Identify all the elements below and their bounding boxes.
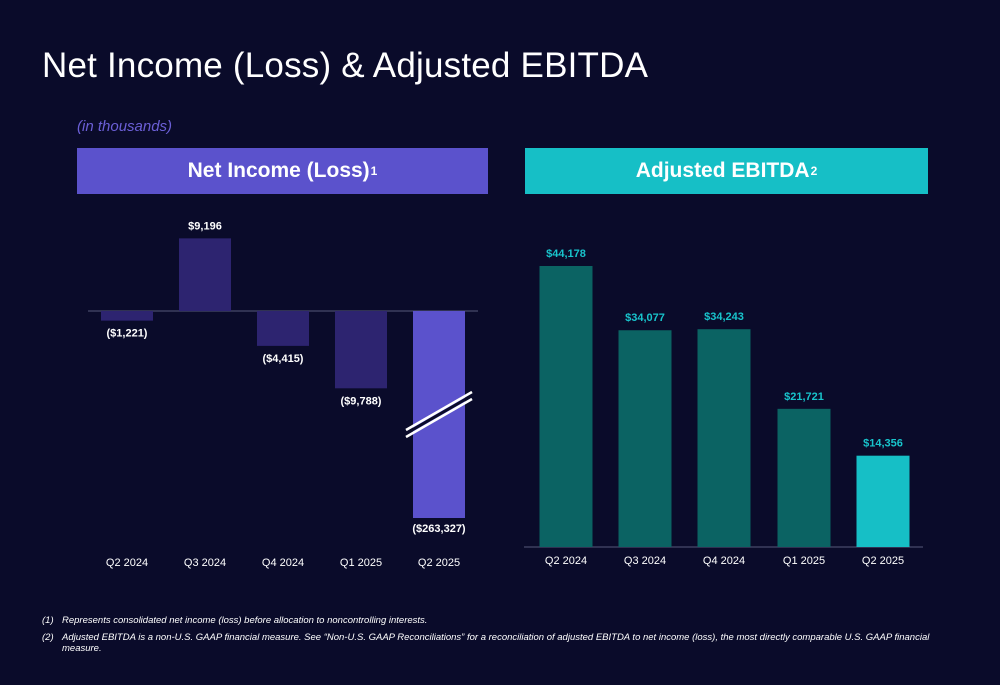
net-income-bar bbox=[101, 311, 153, 321]
net-income-x-tick-label: Q2 2025 bbox=[418, 557, 460, 569]
footnotes: (1) Represents consolidated net income (… bbox=[42, 615, 962, 660]
footnote-ref-1: 1 bbox=[370, 164, 378, 178]
net-income-panel-title: Net Income (Loss) bbox=[187, 159, 370, 182]
net-income-bar bbox=[335, 311, 387, 389]
ebitda-data-label: $14,356 bbox=[863, 438, 903, 450]
ebitda-data-label: $34,243 bbox=[704, 311, 744, 323]
footnote-ref-2: 2 bbox=[810, 164, 818, 178]
ebitda-data-label: $34,077 bbox=[625, 312, 665, 324]
footnote-text: Adjusted EBITDA is a non-U.S. GAAP finan… bbox=[62, 632, 930, 654]
ebitda-x-tick-label: Q2 2025 bbox=[862, 555, 904, 567]
net-income-x-tick-label: Q4 2024 bbox=[262, 557, 304, 569]
net-income-x-tick-label: Q2 2024 bbox=[106, 557, 148, 569]
ebitda-data-label: $21,721 bbox=[784, 391, 824, 403]
ebitda-bar bbox=[777, 408, 831, 547]
footnote-1: (1) Represents consolidated net income (… bbox=[42, 615, 962, 626]
net-income-bar bbox=[257, 311, 309, 346]
net-income-x-tick-label: Q1 2025 bbox=[340, 557, 382, 569]
net-income-bar bbox=[179, 238, 231, 311]
net-income-data-label: $9,196 bbox=[188, 220, 222, 232]
axis-break-gap bbox=[405, 394, 473, 435]
ebitda-x-tick-label: Q3 2024 bbox=[624, 555, 666, 567]
net-income-data-label: ($4,415) bbox=[263, 353, 304, 365]
net-income-data-label: ($263,327) bbox=[412, 523, 466, 535]
footnote-text: Represents consolidated net income (loss… bbox=[62, 615, 428, 626]
ebitda-bar bbox=[856, 455, 910, 547]
ebitda-x-tick-label: Q2 2024 bbox=[545, 555, 587, 567]
ebitda-panel-header: Adjusted EBITDA 2 bbox=[525, 148, 928, 194]
ebitda-bar bbox=[539, 266, 593, 547]
units-note: (in thousands) bbox=[77, 118, 173, 135]
net-income-data-label: ($9,788) bbox=[341, 395, 382, 407]
footnote-mark: (1) bbox=[42, 615, 54, 626]
ebitda-data-label: $44,178 bbox=[546, 248, 586, 260]
page-title: Net Income (Loss) & Adjusted EBITDA bbox=[42, 46, 649, 85]
net-income-panel-header: Net Income (Loss) 1 bbox=[77, 148, 488, 194]
ebitda-bar bbox=[618, 330, 672, 547]
axis-break-mark bbox=[405, 390, 473, 432]
ebitda-x-tick-label: Q4 2024 bbox=[703, 555, 745, 567]
net-income-data-label: ($1,221) bbox=[107, 328, 148, 340]
ebitda-panel-title: Adjusted EBITDA bbox=[635, 159, 810, 182]
ebitda-bar bbox=[697, 329, 751, 547]
footnote-mark: (2) bbox=[42, 632, 54, 643]
net-income-x-tick-label: Q3 2024 bbox=[184, 557, 226, 569]
ebitda-x-tick-label: Q1 2025 bbox=[783, 555, 825, 567]
axis-break-mark bbox=[405, 397, 473, 439]
footnote-2: (2) Adjusted EBITDA is a non-U.S. GAAP f… bbox=[42, 632, 962, 654]
